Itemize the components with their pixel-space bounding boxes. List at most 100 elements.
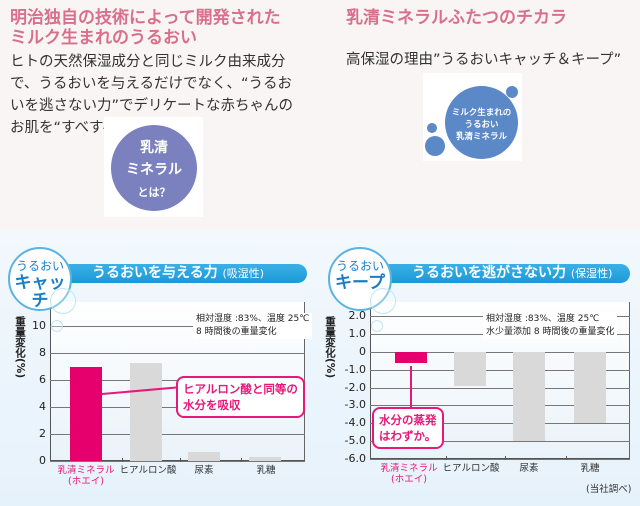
bar (249, 456, 281, 461)
y-tick-label: 6 (39, 373, 46, 387)
whey-mineral-circle: 乳清 ミネラル とは？ (111, 125, 197, 211)
power-body: 高保湿の理由”うるおいキャッチ＆キープ” (346, 52, 622, 68)
gridline (50, 353, 305, 355)
x-label-line: 乳糖 (580, 463, 600, 474)
circle-text: とは？ (137, 186, 171, 199)
bar (574, 351, 606, 424)
note-line: 相対湿度 :83%、温度 25℃ (196, 314, 310, 324)
gridline (50, 434, 305, 436)
milk-mineral-circle: ミルク生まれの うるおい 乳清ミネラル (445, 86, 518, 159)
circle-text: うるおい (464, 120, 499, 130)
x-label-line: 尿素 (194, 465, 214, 476)
x-label-line: 乳清ミネラル (380, 463, 438, 474)
bubble-icon (371, 320, 383, 332)
callout-line: ヒアルロン酸と同等の (183, 382, 298, 396)
bubble-icon (425, 136, 445, 156)
bubble-icon (50, 288, 76, 314)
bubble-icon (51, 320, 63, 332)
bar (130, 362, 162, 461)
badge-big: キャッチ (14, 273, 66, 311)
chart-note: 相対湿度 :83%、温度 25℃ 8 時間後の重量変化 (193, 313, 313, 339)
gridline (370, 387, 630, 389)
chart-subtitle: (吸湿性) (222, 267, 265, 280)
x-tick-label: 尿素 (497, 463, 561, 474)
callout-line: 水分の蒸発 (379, 413, 437, 427)
x-label-line: (ホエイ) (68, 476, 104, 487)
gridline (370, 441, 630, 443)
x-tick-label: 乳糖 (234, 465, 298, 476)
title-line: 明治独自の技術によって開発された (10, 8, 281, 28)
chart-note: 相対湿度 :83%、温度 25℃ 水少量添加 8 時間後の重量変化 (483, 313, 618, 339)
y-tick-label: -1.0 (344, 362, 366, 376)
callout: 水分の蒸発 はわずか。 (372, 407, 444, 449)
gridline (370, 459, 630, 460)
badge-big: キープ (335, 273, 385, 293)
badge-small: うるおい (335, 259, 384, 273)
bubble-icon (370, 288, 396, 314)
x-label-line: (ホエイ) (391, 474, 427, 485)
chart-title: うるおいを与える力 (92, 265, 218, 281)
bar (395, 351, 427, 363)
y-tick-label: 8 (39, 346, 46, 360)
circle-text: 乳清ミネラル (455, 132, 507, 142)
chart-title: うるおいを逃がさない力 (412, 265, 566, 281)
badge-small: うるおい (15, 259, 64, 273)
power-title: 乳清ミネラルふたつのチカラ (346, 8, 567, 28)
bar (513, 351, 545, 442)
y-tick-label: 1.0 (348, 327, 367, 341)
chart-title-bar: うるおいを与える力 (吸湿性) (62, 264, 307, 283)
callout-line: 水分を吸収 (183, 398, 241, 412)
circle-text: 乳清 (140, 140, 168, 156)
y-tick-label: 10 (32, 319, 46, 333)
whey-mineral-link-card[interactable]: 乳清 ミネラル とは？ (104, 117, 203, 217)
bar (454, 351, 486, 386)
callout-pointer (410, 366, 412, 408)
chart-title-bar: うるおいを逃がさない力 (保湿性) (382, 264, 630, 283)
x-tick-label: 尿素 (172, 465, 236, 476)
circle-text: ミネラル (126, 162, 182, 178)
x-label-line: 乳糖 (256, 465, 276, 476)
x-label-line: ヒアルロン酸 (442, 463, 500, 474)
y-tick-label: -6.0 (344, 452, 366, 465)
note-line: 水少量添加 8 時間後の重量変化 (486, 327, 615, 337)
source-note: (当社調べ) (586, 484, 632, 495)
intro-body: ヒトの天然保湿成分と同じミルク由来成分で、うるおいを与えるだけでなく、“うるおい… (10, 54, 294, 136)
note-line: 相対湿度 :83%、温度 25℃ (486, 314, 600, 324)
x-tick (505, 456, 506, 460)
x-label-line: ヒアルロン酸 (119, 465, 177, 476)
intro-title: 明治独自の技術によって開発された ミルク生まれのうるおい (10, 8, 281, 48)
y-tick-label: 2 (39, 427, 46, 441)
title-line: ミルク生まれのうるおい (10, 28, 197, 48)
x-tick (446, 456, 447, 460)
x-tick (241, 458, 242, 462)
x-tick-label: ヒアルロン酸 (439, 463, 503, 474)
gridline (50, 326, 305, 328)
badge: うるおい キャッチ (8, 247, 72, 311)
y-axis-label: 重量変化(%) (324, 316, 336, 379)
x-tick (122, 458, 123, 462)
x-tick-label: 乳清ミネラル (ホエイ) (377, 463, 441, 485)
x-tick-label: 乳清ミネラル (ホエイ) (54, 465, 118, 487)
y-tick-label: -4.0 (344, 416, 366, 430)
bubble-icon (427, 123, 437, 133)
gridline (370, 351, 630, 353)
x-tick (180, 458, 181, 462)
y-tick-label: -5.0 (344, 434, 366, 448)
y-tick-label: -3.0 (344, 398, 366, 412)
gridline (370, 405, 630, 407)
x-tick-label: 乳糖 (558, 463, 622, 474)
y-tick-label: -2.0 (344, 380, 366, 394)
gridline (370, 369, 630, 371)
circle-text: ミルク生まれの (451, 108, 512, 118)
x-tick (566, 456, 567, 460)
chart-subtitle: (保湿性) (570, 267, 613, 280)
callout: ヒアルロン酸と同等の 水分を吸収 (176, 376, 305, 418)
x-tick-label: ヒアルロン酸 (116, 465, 180, 476)
y-tick-label: 4 (39, 400, 46, 414)
y-tick-label: 0 (39, 454, 46, 467)
y-tick-label: 2.0 (348, 309, 367, 323)
note-line: 8 時間後の重量変化 (196, 327, 277, 337)
x-label-line: 尿素 (519, 463, 539, 474)
bar (188, 451, 220, 461)
milk-mineral-link-card[interactable]: ミルク生まれの うるおい 乳清ミネラル (423, 73, 522, 161)
